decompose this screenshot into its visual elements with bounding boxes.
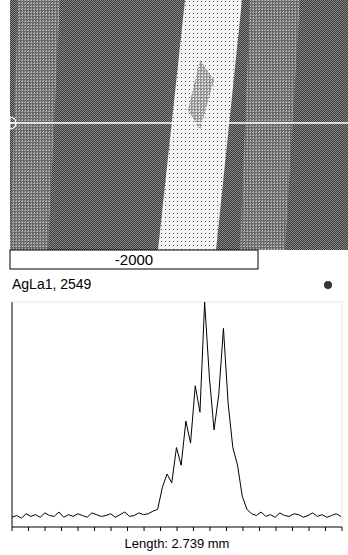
x-tick [94, 527, 95, 531]
profile-line [12, 302, 341, 518]
x-tick [160, 527, 161, 531]
texture [10, 0, 60, 250]
y-axis [12, 302, 13, 527]
x-tick [177, 527, 178, 531]
x-tick [144, 527, 145, 531]
indicator-dot [324, 281, 332, 289]
x-tick [242, 527, 243, 531]
bright-band [158, 0, 242, 250]
x-tick [209, 527, 210, 531]
scan-line [10, 122, 348, 124]
x-tick [45, 527, 46, 531]
x-tick [275, 527, 276, 531]
range-end [342, 302, 343, 527]
title: AgLa1, 2549 [12, 276, 92, 292]
x-label: Length: 2.739 mm [125, 536, 230, 551]
x-tick [78, 527, 79, 531]
scan-start [10, 117, 11, 129]
scan-start [4, 117, 16, 129]
x-tick [28, 527, 29, 531]
micrograph: -2000 [4, 0, 348, 269]
scale-label: -2000 [115, 251, 153, 268]
x-tick [127, 527, 128, 531]
x-tick [12, 527, 13, 531]
x-tick [259, 527, 260, 531]
x-tick [226, 527, 227, 531]
scale-box [10, 250, 258, 269]
texture [240, 0, 300, 250]
micrograph-bg [10, 0, 348, 250]
figure: -2000 AgLa1, 2549 Length: 2.739 mm [0, 0, 348, 555]
plot-area [12, 302, 341, 518]
x-tick [308, 527, 309, 531]
range-end [12, 302, 342, 303]
x-tick [342, 527, 343, 531]
x-tick [325, 527, 326, 531]
x-tick [111, 527, 112, 531]
x-tick [193, 527, 194, 531]
x-tick [61, 527, 62, 531]
x-tick [292, 527, 293, 531]
texture [188, 60, 214, 130]
